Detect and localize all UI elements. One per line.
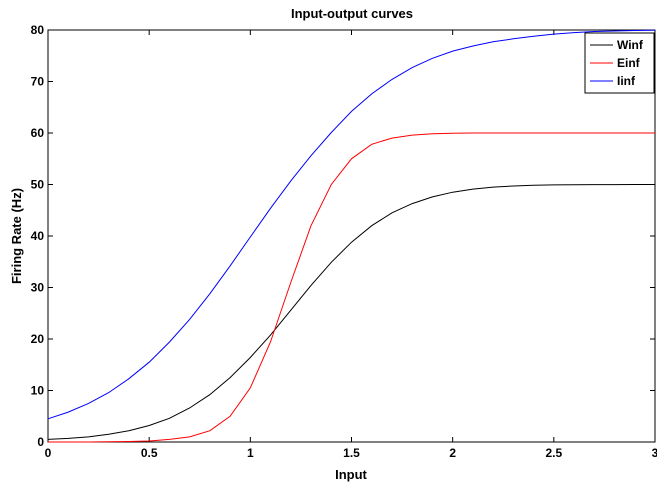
series-line-einf — [48, 132, 655, 443]
y-tick-label: 70 — [31, 75, 45, 89]
x-axis-title: Input — [335, 467, 367, 482]
x-tick-label: 0 — [45, 446, 52, 460]
series-line-iinf — [47, 29, 656, 420]
y-tick-label: 50 — [31, 178, 45, 192]
y-tick-label: 30 — [31, 281, 45, 295]
series-line-winf — [47, 184, 655, 440]
legend-label-iinf: Iinf — [617, 74, 636, 88]
y-axis-title: Firing Rate (Hz) — [9, 188, 24, 284]
y-tick-label: 0 — [37, 435, 44, 449]
series-lines — [47, 29, 656, 443]
x-tick-label: 0.5 — [141, 446, 158, 460]
x-tick-label: 1 — [247, 446, 254, 460]
chart-title: Input-output curves — [291, 6, 413, 21]
legend: Winf Einf Iinf — [584, 32, 655, 94]
x-tick-label: 1.5 — [343, 446, 360, 460]
x-tick-label: 3 — [652, 446, 657, 460]
y-tick-label: 60 — [31, 126, 45, 140]
plot-area — [47, 29, 656, 443]
y-tick-label: 80 — [31, 23, 45, 37]
legend-label-einf: Einf — [617, 56, 641, 70]
y-tick-label: 10 — [31, 384, 45, 398]
x-tick-label: 2 — [449, 446, 456, 460]
x-tick-label: 2.5 — [545, 446, 562, 460]
y-tick-label: 20 — [31, 332, 45, 346]
legend-label-winf: Winf — [617, 38, 644, 52]
y-tick-label: 40 — [31, 229, 45, 243]
